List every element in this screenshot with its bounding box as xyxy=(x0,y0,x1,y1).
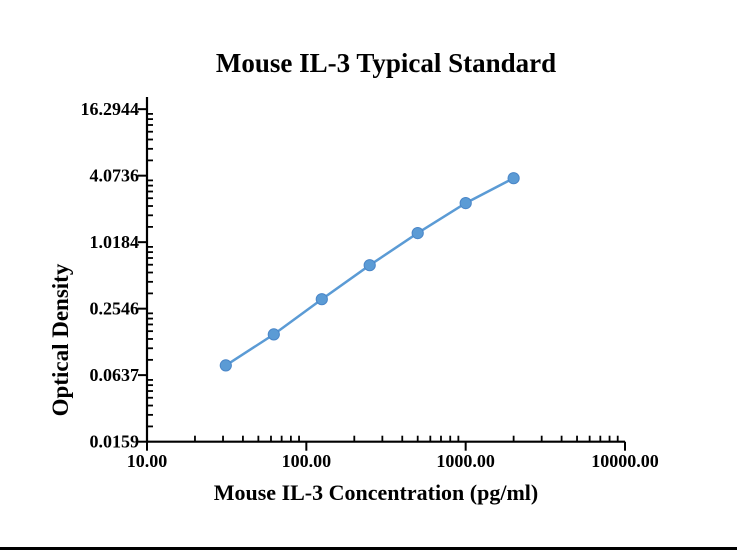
y-tick-label: 4.0736 xyxy=(90,166,140,186)
data-point-marker xyxy=(315,293,328,306)
x-axis-title: Mouse IL-3 Concentration (pg/ml) xyxy=(213,480,539,505)
y-tick-label: 16.2944 xyxy=(81,99,140,119)
y-tick-label: 0.0159 xyxy=(90,432,140,452)
data-point-marker xyxy=(219,359,232,372)
data-point-marker xyxy=(267,328,280,341)
x-tick-label: 10000.00 xyxy=(591,451,659,471)
data-point-marker xyxy=(459,197,472,210)
y-tick-label: 0.2546 xyxy=(90,299,140,319)
x-tick-label: 1000.00 xyxy=(436,451,495,471)
data-point-marker xyxy=(411,227,424,240)
bottom-divider-line xyxy=(0,547,737,550)
x-tick-label: 10.00 xyxy=(127,451,168,471)
x-tick-label: 100.00 xyxy=(282,451,332,471)
data-point-marker xyxy=(363,259,376,272)
chart-title: Mouse IL-3 Typical Standard xyxy=(215,48,557,78)
y-tick-label: 0.0637 xyxy=(90,365,140,385)
data-point-marker xyxy=(507,172,520,185)
y-tick-label: 1.0184 xyxy=(90,232,140,252)
